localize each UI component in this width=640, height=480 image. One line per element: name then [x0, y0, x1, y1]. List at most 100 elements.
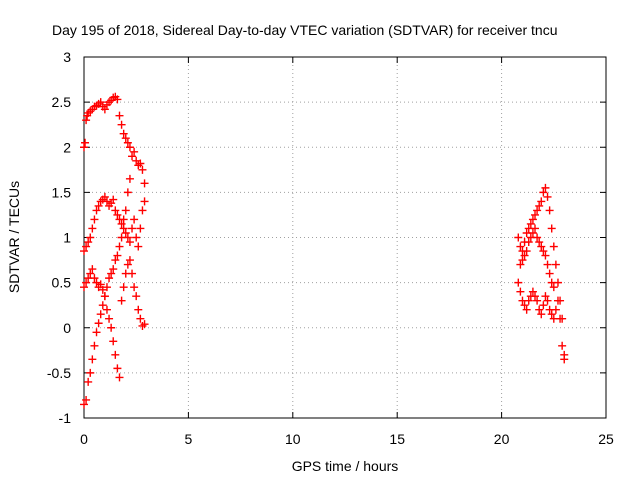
data-point [117, 296, 126, 305]
data-point [543, 192, 552, 201]
data-point [109, 195, 118, 204]
data-point [541, 292, 550, 301]
data-point [80, 247, 88, 256]
data-point [84, 377, 93, 386]
data-point [107, 269, 116, 278]
data-point [115, 242, 124, 251]
data-point [117, 120, 126, 129]
data-point [522, 305, 531, 314]
data-point [105, 314, 114, 323]
data-point [556, 314, 565, 323]
data-point [547, 278, 556, 287]
data-point [96, 280, 105, 289]
data-point [102, 197, 111, 206]
data-point [132, 156, 141, 165]
data-point [541, 251, 550, 260]
data-point [119, 224, 128, 233]
data-point [543, 296, 552, 305]
data-point [113, 364, 122, 373]
data-point [86, 269, 95, 278]
data-point [543, 260, 552, 269]
data-point [107, 323, 116, 332]
data-point [528, 228, 537, 237]
x-axis-label: GPS time / hours [292, 458, 399, 474]
data-point [82, 278, 91, 287]
x-tick-label: 0 [80, 431, 88, 447]
data-point [96, 98, 105, 107]
series-arc-1-crossing-down [80, 256, 149, 382]
data-point [100, 292, 109, 301]
data-point [100, 105, 109, 114]
data-point [80, 143, 88, 152]
data-point [119, 215, 128, 224]
data-points [80, 92, 569, 409]
data-point [88, 355, 97, 364]
data-point [551, 305, 560, 314]
series-arc-2-upper [514, 183, 569, 359]
data-point [90, 341, 99, 350]
data-point [88, 265, 97, 274]
y-tick-label: -1 [59, 410, 72, 426]
data-point [535, 201, 544, 210]
data-point [117, 219, 126, 228]
data-point [539, 188, 548, 197]
data-point [531, 292, 540, 301]
data-point [98, 301, 107, 310]
data-point [541, 183, 550, 192]
data-point [123, 188, 132, 197]
data-point [121, 134, 130, 143]
data-point [531, 210, 540, 219]
y-tick-label: 0.5 [52, 275, 72, 291]
series-arc-2-lower [514, 278, 569, 364]
data-point [531, 224, 540, 233]
data-point [111, 256, 120, 265]
y-tick-label: 0 [63, 320, 71, 336]
data-point [130, 215, 139, 224]
y-tick-label: 1 [63, 230, 71, 246]
x-tick-label: 20 [494, 431, 510, 447]
data-point [560, 355, 569, 364]
data-point [528, 287, 537, 296]
data-point [537, 310, 546, 319]
data-point [80, 400, 88, 409]
data-point [533, 206, 542, 215]
data-point [96, 310, 105, 319]
data-point [516, 242, 525, 251]
data-point [514, 233, 523, 242]
data-point [128, 269, 137, 278]
data-point [121, 206, 130, 215]
data-point [539, 301, 548, 310]
data-point [125, 174, 134, 183]
data-point [113, 210, 122, 219]
data-point [132, 292, 141, 301]
grid-lines [84, 57, 606, 418]
data-point [558, 341, 567, 350]
data-point [537, 197, 546, 206]
y-tick-label: -0.5 [47, 365, 71, 381]
data-point [551, 260, 560, 269]
data-point [528, 215, 537, 224]
data-point [92, 101, 101, 110]
data-point [123, 260, 132, 269]
data-point [138, 206, 147, 215]
data-point [100, 192, 109, 201]
data-point [134, 305, 143, 314]
data-point [547, 310, 556, 319]
data-point [138, 321, 147, 330]
data-point [115, 111, 124, 120]
data-point [140, 197, 149, 206]
data-point [86, 368, 95, 377]
data-point [119, 129, 128, 138]
x-tick-label: 25 [598, 431, 614, 447]
series-arc-1-crossing-up [80, 174, 134, 409]
data-point [514, 278, 523, 287]
series-arc-1-upper [80, 92, 149, 188]
data-point [82, 242, 91, 251]
data-point [125, 256, 134, 265]
data-point [518, 256, 527, 265]
data-point [547, 224, 556, 233]
data-point [533, 233, 542, 242]
chart-title: Day 195 of 2018, Sidereal Day-to-day VTE… [52, 22, 558, 38]
data-point [113, 95, 122, 104]
data-point [117, 233, 126, 242]
